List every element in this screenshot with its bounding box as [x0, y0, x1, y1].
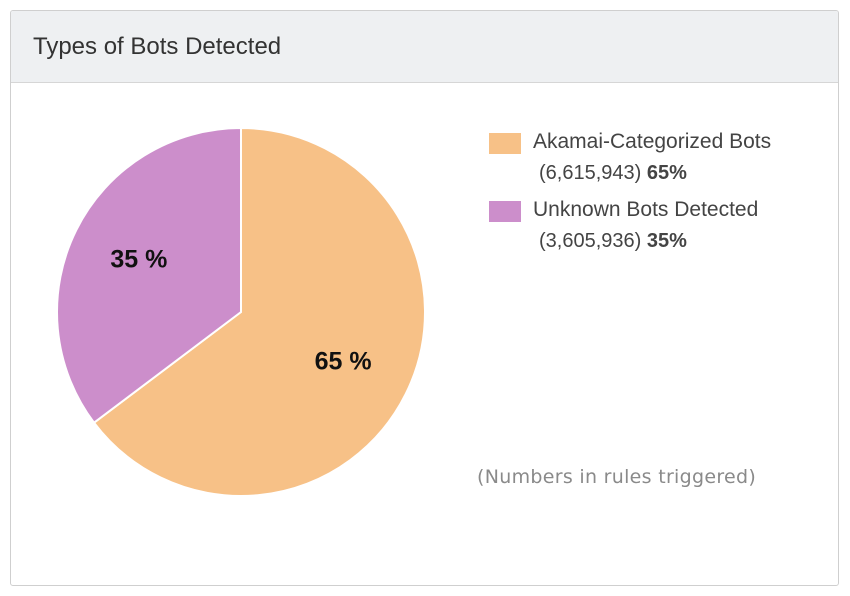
legend-swatch	[489, 133, 521, 154]
panel-header: Types of Bots Detected	[11, 11, 838, 83]
pie-slice-unknown-bots-detected[interactable]	[56, 126, 242, 425]
pie-slice-label: 35 %	[110, 246, 167, 274]
pie-slice-label: 65 %	[315, 348, 372, 376]
legend-value: 6,615,943	[545, 162, 635, 184]
legend-percent: 65%	[646, 162, 687, 184]
bot-types-panel: Types of Bots Detected 65 % 35 % Akamai-C…	[10, 10, 839, 586]
legend-value: 3,605,936	[545, 230, 635, 252]
pie-slice-akamai-categorized-bots[interactable]	[92, 126, 426, 497]
panel-title: Types of Bots Detected	[33, 32, 282, 60]
legend-swatch	[489, 201, 521, 222]
legend-label: Akamai-Categorized Bots	[533, 130, 772, 153]
legend-percent: 35%	[646, 230, 687, 252]
legend-label: Unknown Bots Detected	[533, 198, 759, 221]
units-footnote: (Numbers in rules triggered)	[477, 466, 757, 488]
pie-chart: 65 % 35 %	[56, 126, 426, 497]
legend-detail: (6,615,943) 65%	[539, 162, 687, 184]
legend-detail: (3,605,936) 35%	[539, 230, 687, 252]
